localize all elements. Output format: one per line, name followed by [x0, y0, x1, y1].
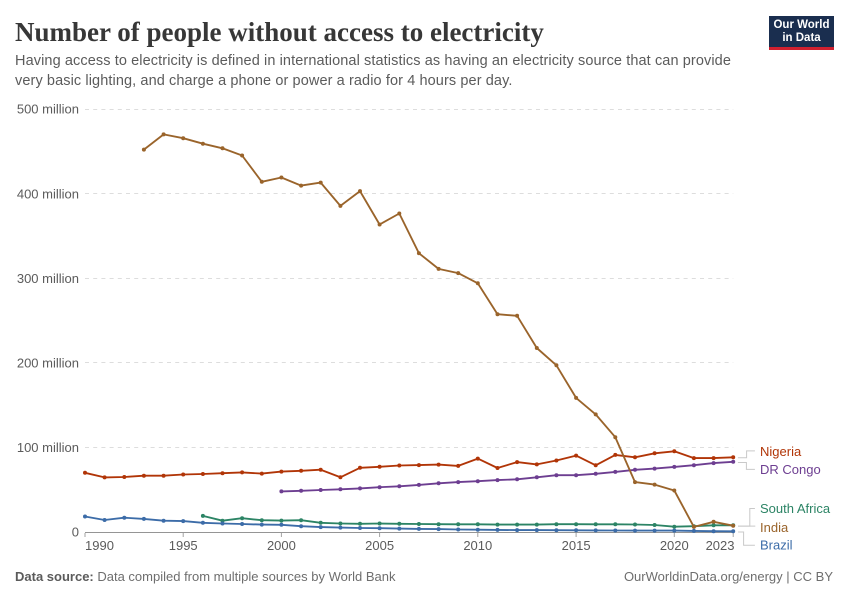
svg-text:India: India [760, 520, 789, 535]
svg-text:200 million: 200 million [17, 356, 79, 371]
svg-text:South Africa: South Africa [760, 501, 831, 516]
svg-text:DR Congo: DR Congo [760, 462, 821, 477]
svg-text:Brazil: Brazil [760, 538, 793, 553]
svg-text:400 million: 400 million [17, 186, 79, 201]
svg-text:300 million: 300 million [17, 271, 79, 286]
svg-text:2015: 2015 [562, 538, 591, 553]
svg-text:500 million: 500 million [17, 102, 79, 117]
svg-text:1995: 1995 [169, 538, 198, 553]
svg-text:2000: 2000 [267, 538, 296, 553]
svg-text:2020: 2020 [660, 538, 689, 553]
svg-text:1990: 1990 [85, 538, 114, 553]
svg-text:100 million: 100 million [17, 440, 79, 455]
svg-text:Nigeria: Nigeria [760, 444, 802, 459]
svg-text:0: 0 [72, 525, 79, 540]
svg-text:2005: 2005 [365, 538, 394, 553]
svg-text:2023: 2023 [706, 538, 735, 553]
svg-text:2010: 2010 [463, 538, 492, 553]
